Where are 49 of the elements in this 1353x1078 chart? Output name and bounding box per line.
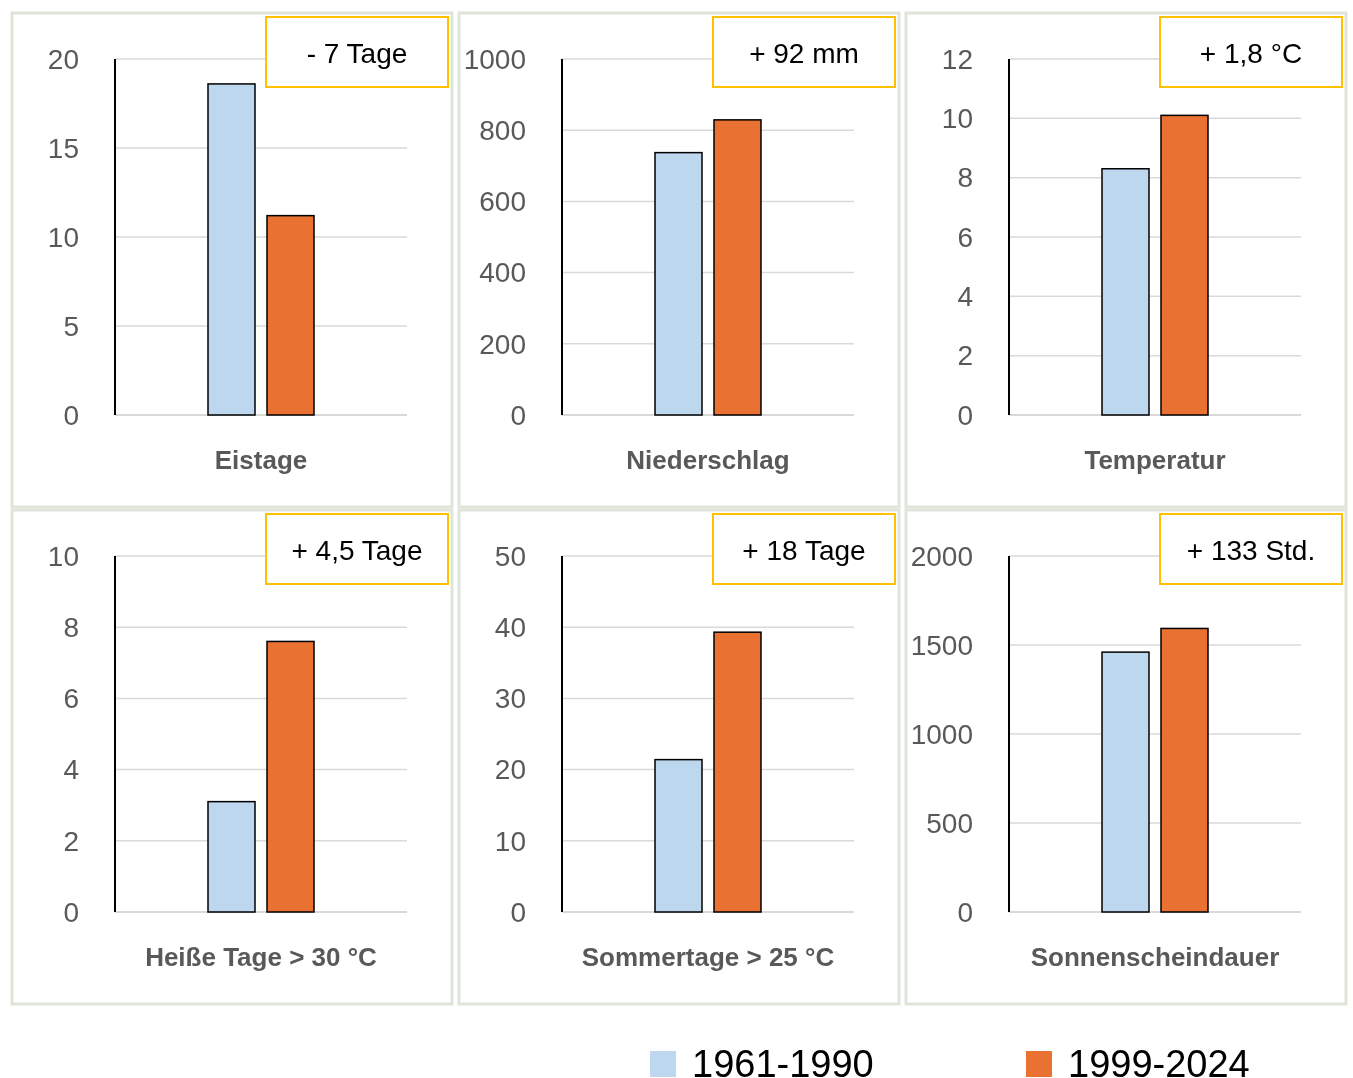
y-tick-label: 10 (494, 825, 526, 857)
y-tick-label: 0 (957, 399, 973, 431)
y-tick-label: 0 (510, 399, 526, 431)
annotation: - 7 Tage (306, 37, 408, 69)
x-tick-label: Sonnenscheindauer (1030, 942, 1280, 972)
y-tick-label: 500 (926, 807, 973, 839)
y-tick-label: 1000 (910, 718, 973, 750)
y-tick-label: 15 (47, 132, 79, 164)
y-tick-label: 8 (957, 162, 973, 194)
y-tick-label: 20 (494, 754, 526, 786)
y-tick-label: 2 (957, 340, 973, 372)
y-tick-label: 0 (63, 399, 79, 431)
y-tick-label: 10 (941, 103, 973, 135)
x-tick-label: Temperatur (1084, 445, 1226, 475)
y-tick-label: 6 (957, 221, 973, 253)
y-tick-label: 400 (479, 257, 526, 289)
x-tick-label: Niederschlag (626, 445, 790, 475)
y-tick-label: 800 (479, 115, 526, 146)
y-tick-label: 4 (63, 754, 79, 786)
annotation: + 92 mm (749, 37, 859, 69)
y-tick-label: 6 (63, 683, 79, 715)
y-tick-label: 0 (510, 896, 526, 928)
annotation: + 133 Std. (1186, 534, 1316, 566)
y-tick-label: 0 (957, 896, 973, 928)
y-tick-label: 600 (479, 186, 526, 218)
y-tick-label: 1500 (910, 629, 973, 661)
y-tick-label: 0 (63, 896, 79, 928)
y-tick-label: 12 (941, 43, 973, 75)
y-tick-label: 10 (47, 540, 79, 572)
y-tick-label: 4 (957, 281, 973, 313)
annotation: + 1,8 °C (1199, 37, 1303, 69)
y-tick-label: 10 (47, 221, 79, 253)
y-tick-label: 2000 (910, 540, 973, 572)
y-tick-label: 50 (494, 540, 526, 572)
y-tick-label: 5 (63, 310, 79, 342)
y-tick-label: 1000 (463, 43, 526, 75)
x-tick-label: Heiße Tage > 30 °C (145, 942, 378, 972)
y-tick-label: 8 (63, 612, 79, 643)
annotation: + 18 Tage (742, 534, 866, 566)
legend-label: 1961-1990 (692, 1043, 874, 1078)
y-tick-label: 20 (47, 43, 79, 75)
y-tick-label: 200 (479, 328, 526, 360)
annotation: + 4,5 Tage (291, 534, 423, 566)
y-tick-label: 30 (494, 683, 526, 715)
x-tick-label: Eistage (214, 445, 308, 475)
x-tick-label: Sommertage > 25 °C (581, 942, 835, 972)
legend-label: 1999-2024 (1068, 1043, 1250, 1078)
y-tick-label: 40 (494, 612, 526, 643)
y-tick-label: 2 (63, 825, 79, 857)
